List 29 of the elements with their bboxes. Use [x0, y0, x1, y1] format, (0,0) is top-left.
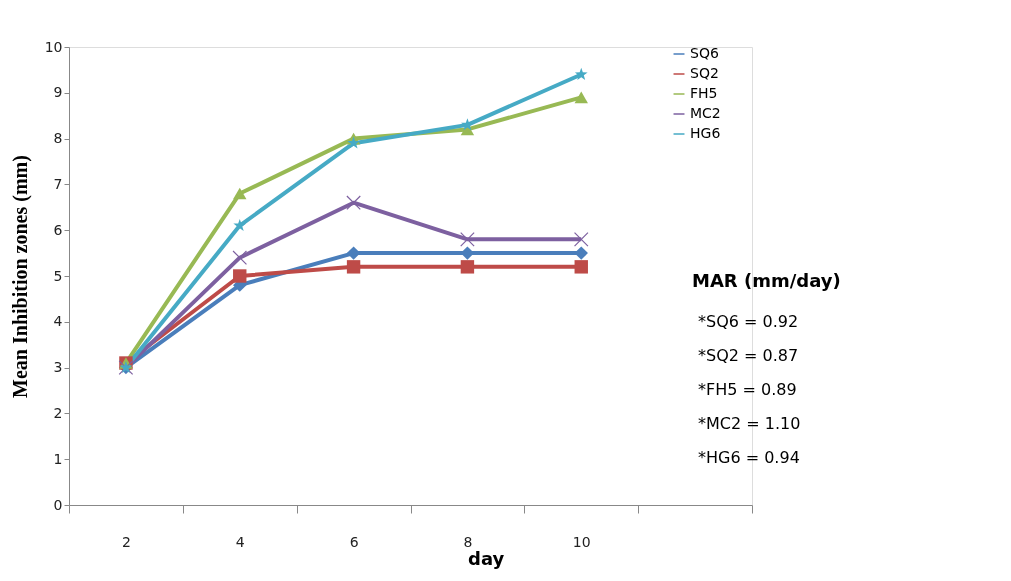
legend-label: SQ6	[690, 45, 719, 61]
y-tick-label: 2	[53, 404, 63, 421]
x-tick-label: 10	[572, 533, 591, 550]
y-tick-label: 10	[44, 38, 63, 55]
x-tick-label: 2	[121, 533, 131, 550]
y-tick-label: 7	[53, 175, 63, 192]
y-tick-label: 8	[53, 130, 63, 147]
y-tick-label: 3	[53, 359, 63, 376]
y-tick-label: 6	[53, 221, 63, 238]
legend-label: MC2	[690, 105, 721, 121]
x-tick-label: 8	[463, 533, 473, 550]
annotation: *SQ6 = 0.92	[698, 312, 799, 331]
x-axis-title: day	[468, 547, 505, 569]
y-tick-label: 0	[53, 496, 63, 513]
y-tick-label: 4	[53, 313, 63, 330]
annotation: *SQ2 = 0.87	[698, 346, 799, 365]
legend-label: FH5	[690, 85, 718, 101]
legend-label: SQ2	[690, 65, 719, 81]
y-axis-title: Mean Inhibition zones (mm)	[8, 155, 32, 398]
annotation: MAR (mm/day)	[692, 270, 841, 291]
x-tick-label: 4	[235, 533, 245, 550]
y-tick-label: 9	[53, 84, 63, 101]
legend-label: HG6	[690, 125, 721, 141]
x-tick-label: 6	[349, 533, 359, 550]
annotation: *FH5 = 0.89	[698, 380, 797, 399]
y-tick-label: 1	[53, 450, 63, 467]
annotation: *MC2 = 1.10	[698, 414, 801, 433]
y-tick-label: 5	[53, 267, 63, 284]
annotation: *HG6 = 0.94	[698, 448, 800, 467]
